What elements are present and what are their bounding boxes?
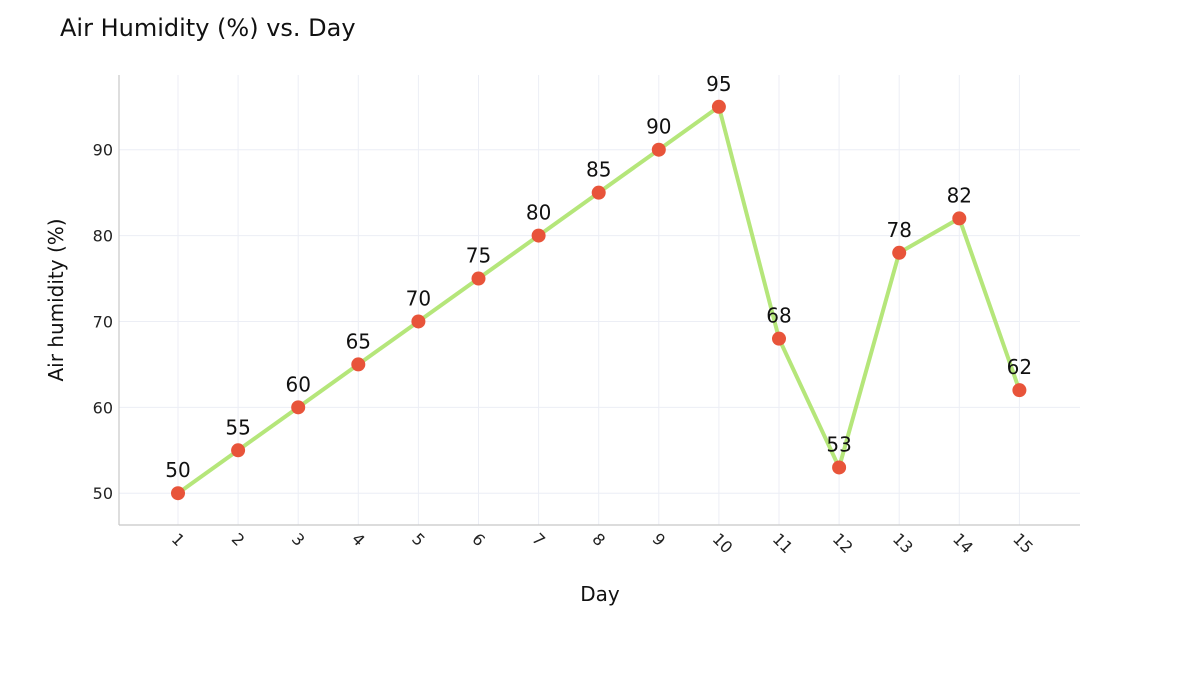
data-labels: 50 55 60 65 70 75 80 85 90 95 68 53 78 82 62	[165, 72, 1032, 482]
x-tick-label: 4	[348, 529, 369, 550]
data-label: 78	[886, 218, 911, 242]
data-point	[1012, 383, 1027, 398]
y-axis-title: Air humidity (%)	[44, 218, 68, 381]
data-point	[291, 400, 306, 415]
x-tick-label: 9	[649, 529, 670, 550]
data-label: 80	[526, 201, 551, 225]
data-label: 55	[225, 415, 250, 439]
data-point	[591, 185, 606, 200]
x-tick-label: 10	[709, 529, 737, 557]
data-point	[471, 271, 486, 286]
data-point	[351, 357, 366, 372]
data-point	[772, 331, 786, 346]
chart-title: Air Humidity (%) vs. Day	[60, 14, 356, 42]
data-label: 90	[646, 115, 671, 139]
data-point	[531, 228, 546, 243]
data-label: 60	[285, 372, 310, 396]
data-point	[411, 314, 426, 329]
x-tick-label: 13	[889, 529, 917, 557]
x-tick-label: 14	[949, 529, 977, 557]
x-tick-label: 7	[528, 529, 549, 550]
data-point	[832, 460, 847, 475]
data-label: 68	[766, 304, 791, 328]
data-label: 50	[165, 458, 190, 482]
data-label: 62	[1007, 355, 1032, 379]
axes	[118, 75, 1080, 526]
x-axis-title: Day	[580, 582, 620, 606]
grid-lines	[119, 75, 1080, 525]
y-tick-label: 80	[93, 227, 113, 246]
data-point	[231, 443, 246, 458]
data-label: 75	[466, 244, 491, 268]
x-tick-label: 8	[588, 529, 609, 550]
series-markers	[171, 99, 1027, 501]
y-tick-label: 70	[93, 312, 113, 331]
x-tick-label: 3	[288, 529, 309, 550]
y-tick-label: 60	[93, 398, 113, 417]
data-point	[651, 142, 666, 157]
data-label: 70	[406, 286, 431, 310]
data-label: 82	[947, 183, 972, 207]
data-point	[952, 211, 967, 226]
x-tick-label: 5	[408, 529, 429, 550]
data-point	[171, 486, 185, 501]
data-label: 65	[346, 329, 371, 353]
data-label: 95	[706, 72, 731, 96]
x-tick-label: 6	[468, 529, 489, 550]
x-tick-label: 15	[1009, 529, 1037, 557]
data-label: 85	[586, 158, 611, 182]
x-tick-label: 11	[769, 529, 797, 557]
x-tick-label: 2	[228, 529, 249, 550]
data-point	[711, 99, 726, 114]
y-tick-label: 90	[93, 141, 113, 160]
data-label: 53	[826, 432, 851, 456]
y-tick-label: 50	[93, 484, 113, 503]
x-tick-label: 12	[829, 529, 857, 557]
x-tick-label: 1	[168, 529, 189, 550]
data-point	[892, 245, 907, 260]
